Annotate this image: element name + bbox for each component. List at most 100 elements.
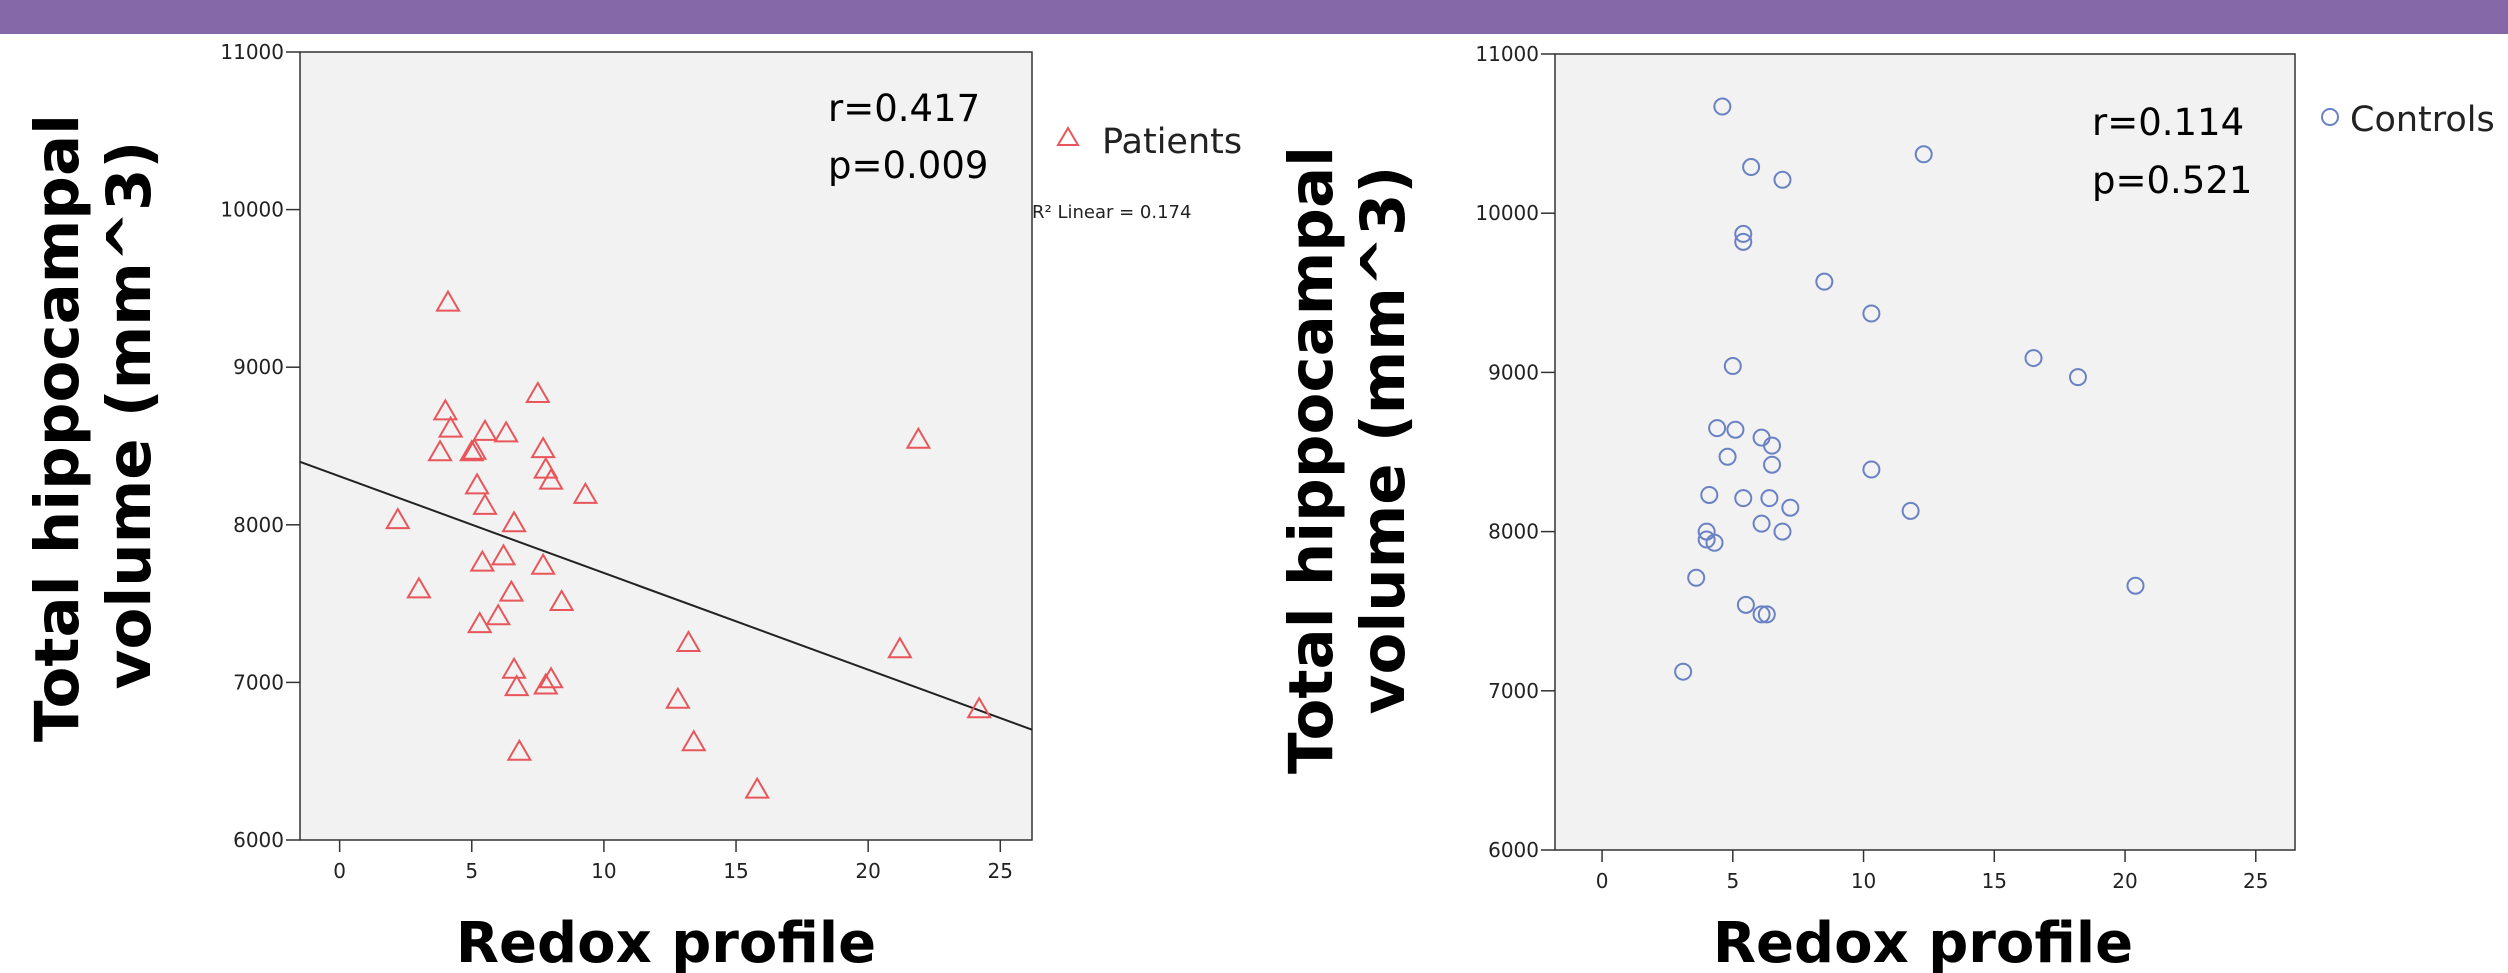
data-point-triangle: [665, 686, 691, 709]
data-point-circle: [1708, 419, 1727, 438]
fit-label: R² Linear = 0.174: [1032, 202, 1191, 223]
x-tick-label: 0: [333, 859, 346, 883]
data-point-circle: [1773, 522, 1792, 541]
y-axis-title-line-2: volume (mm^3): [1348, 166, 1419, 715]
y-tick-label: 8000: [1488, 520, 1539, 544]
data-point-triangle: [459, 439, 485, 462]
data-point-circle: [1752, 605, 1771, 624]
x-axis-title: Redox profile: [456, 911, 876, 973]
legend: Controls: [2321, 100, 2495, 140]
data-point-circle: [1723, 357, 1742, 376]
data-point-circle: [1763, 455, 1782, 474]
x-tick-label: 5: [1726, 869, 1739, 893]
data-point-triangle: [503, 674, 530, 697]
data-point-triangle: [533, 672, 559, 695]
data-point-triangle: [498, 579, 525, 602]
data-point-triangle: [385, 507, 411, 530]
legend-marker-triangle: [1056, 126, 1080, 146]
controls-panel: 6000 7000 8000 9000 10000 11000 0 5 10 15 20 25 Tot…: [1276, 42, 2495, 973]
y-axis-title-line-1: Total hippocampal: [1276, 146, 1347, 774]
data-point-triangle: [432, 398, 459, 421]
data-point-circle: [2024, 349, 2043, 368]
data-point-triangle: [530, 436, 556, 459]
data-point-circle: [1862, 304, 1881, 323]
data-point-circle: [1726, 420, 1745, 439]
data-point-triangle: [538, 467, 564, 490]
data-point-circle: [1734, 224, 1753, 243]
data-point-circle: [1734, 489, 1753, 508]
data-point-triangle: [681, 729, 707, 752]
data-point-triangle: [490, 543, 517, 566]
data-point-triangle: [427, 439, 453, 462]
data-point-triangle: [472, 492, 498, 515]
top-accent-bar: [0, 0, 2508, 34]
data-point-circle: [2068, 368, 2087, 387]
y-tick-label: 10000: [220, 198, 284, 222]
data-point-triangle: [572, 481, 599, 504]
y-axis-title-line-1: Total hippocampal: [22, 114, 93, 742]
y-axis-title-line-2: volume (mm^3): [94, 141, 165, 690]
y-tick-label: 11000: [220, 40, 284, 64]
y-tick-label: 9000: [1488, 360, 1539, 384]
regression-line: [299, 460, 1033, 731]
data-point-circle: [1773, 170, 1792, 189]
data-point-triangle: [485, 603, 511, 626]
axes: 6000 7000 8000 9000 10000 11000 0 5 10 15 20 25: [1475, 42, 2268, 893]
data-point-triangle: [461, 437, 488, 460]
data-point-triangle: [744, 776, 770, 799]
data-point-triangle: [548, 589, 575, 612]
y-tick-label: 7000: [1488, 679, 1539, 703]
data-point-circle: [1862, 460, 1881, 479]
patients-panel: 6000 7000 8000 9000 10000 11000 0 5 10 15 20 25 Tot…: [22, 40, 1242, 973]
data-point-triangle: [525, 380, 551, 403]
y-tick-label: 9000: [233, 355, 284, 379]
data-point-triangle: [501, 510, 527, 533]
correlation-p: p=0.009: [828, 144, 988, 187]
data-point-circle: [1742, 158, 1761, 177]
data-point-triangle: [493, 420, 519, 443]
data-point-circle: [1700, 485, 1719, 504]
data-point-circle: [1697, 530, 1716, 549]
correlation-r: r=0.114: [2092, 101, 2244, 144]
x-tick-label: 15: [723, 859, 748, 883]
data-point-circle: [1914, 145, 1933, 164]
y-tick-label: 10000: [1475, 201, 1539, 225]
data-point-circle: [1901, 501, 1920, 520]
data-point-triangle: [538, 666, 564, 689]
x-tick-label: 10: [1851, 869, 1876, 893]
x-tick-label: 25: [2243, 869, 2268, 893]
data-point-triangle: [905, 426, 932, 449]
x-axis-title: Redox profile: [1713, 911, 2133, 973]
data-point-circle: [1713, 97, 1732, 116]
x-tick-label: 25: [988, 859, 1013, 883]
data-point-triangle: [437, 415, 464, 438]
y-tick-label: 6000: [1488, 838, 1539, 862]
data-point-circle: [1674, 662, 1693, 681]
y-tick-label: 7000: [233, 670, 284, 694]
data-point-triangle: [506, 738, 533, 761]
data-point-triangle: [406, 576, 432, 599]
y-tick-label: 6000: [233, 828, 284, 852]
data-point-circle: [1781, 498, 1800, 517]
data-point-triangle: [887, 636, 913, 659]
y-tick-label: 11000: [1475, 42, 1539, 66]
data-point-triangle: [435, 289, 461, 312]
data-points: [1674, 97, 2145, 681]
data-point-circle: [1763, 436, 1782, 455]
data-point-triangle: [466, 611, 493, 634]
data-point-circle: [1760, 489, 1779, 508]
data-point-triangle: [675, 630, 702, 652]
data-point-triangle: [469, 549, 496, 572]
y-tick-label: 8000: [233, 513, 284, 537]
plot-area: [1554, 53, 2296, 851]
data-point-circle: [2126, 576, 2145, 595]
data-point-circle: [1752, 514, 1771, 533]
data-point-circle: [1718, 447, 1737, 466]
data-point-circle: [1705, 533, 1724, 552]
data-point-circle: [1757, 605, 1776, 624]
correlation-r: r=0.417: [828, 87, 980, 130]
axes: 6000 7000 8000 9000 10000 11000 0 5 10 15 20 25: [220, 40, 1013, 883]
x-tick-label: 20: [855, 859, 880, 883]
data-point-triangle: [530, 552, 556, 575]
